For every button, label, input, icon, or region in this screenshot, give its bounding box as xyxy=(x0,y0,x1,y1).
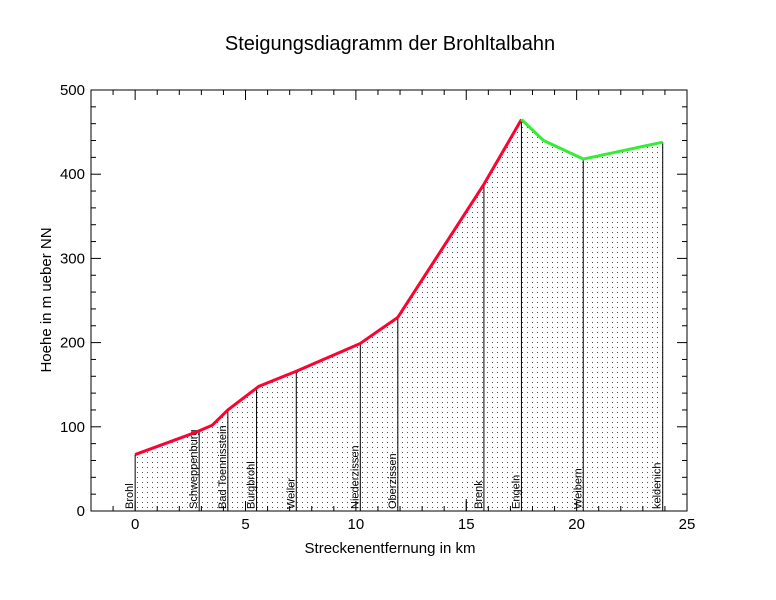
x-tick-label-4: 20 xyxy=(568,516,585,533)
plot-frame xyxy=(90,89,688,512)
station-label-5: Niederzissen xyxy=(349,445,361,509)
y-tick-label-1: 100 xyxy=(60,419,85,436)
y-tick-label-4: 400 xyxy=(60,166,85,183)
x-tick-label-1: 5 xyxy=(241,516,249,533)
x-tick-label-5: 25 xyxy=(679,516,696,533)
x-axis-label: Streckenentfernung in km xyxy=(305,540,476,557)
station-label-3: Burgbrohl xyxy=(246,461,258,509)
station-label-7: Brenk xyxy=(473,480,485,509)
y-axis-label: Hoehe in m ueber NN xyxy=(38,227,55,372)
station-label-0: Brohl xyxy=(124,483,136,509)
station-label-2: Bad Toennisstein xyxy=(217,425,229,509)
y-tick-label-3: 300 xyxy=(60,250,85,267)
y-tick-label-0: 0 xyxy=(77,503,85,520)
profile-fill xyxy=(135,119,663,511)
series-line-0 xyxy=(134,118,523,456)
station-label-6: Oberzissen xyxy=(387,453,399,509)
y-tick-label-2: 200 xyxy=(60,335,85,352)
station-label-4: Weiler xyxy=(285,478,297,509)
x-tick-label-3: 15 xyxy=(458,516,475,533)
x-tick-label-2: 10 xyxy=(348,516,365,533)
station-label-8: Engeln xyxy=(510,475,522,509)
x-tick-label-0: 0 xyxy=(131,516,139,533)
y-tick-label-5: 500 xyxy=(60,82,85,99)
station-label-9: Weibern xyxy=(572,468,584,509)
chart-title: Steigungsdiagramm der Brohltalbahn xyxy=(225,33,555,55)
plot-area: Brohl Schweppenburg Bad Toennisstein Burgbr… xyxy=(60,82,695,533)
series-line-1 xyxy=(520,118,664,161)
station-label-10: keldenich xyxy=(652,463,664,509)
station-label-1: Schweppenburg xyxy=(188,429,200,509)
